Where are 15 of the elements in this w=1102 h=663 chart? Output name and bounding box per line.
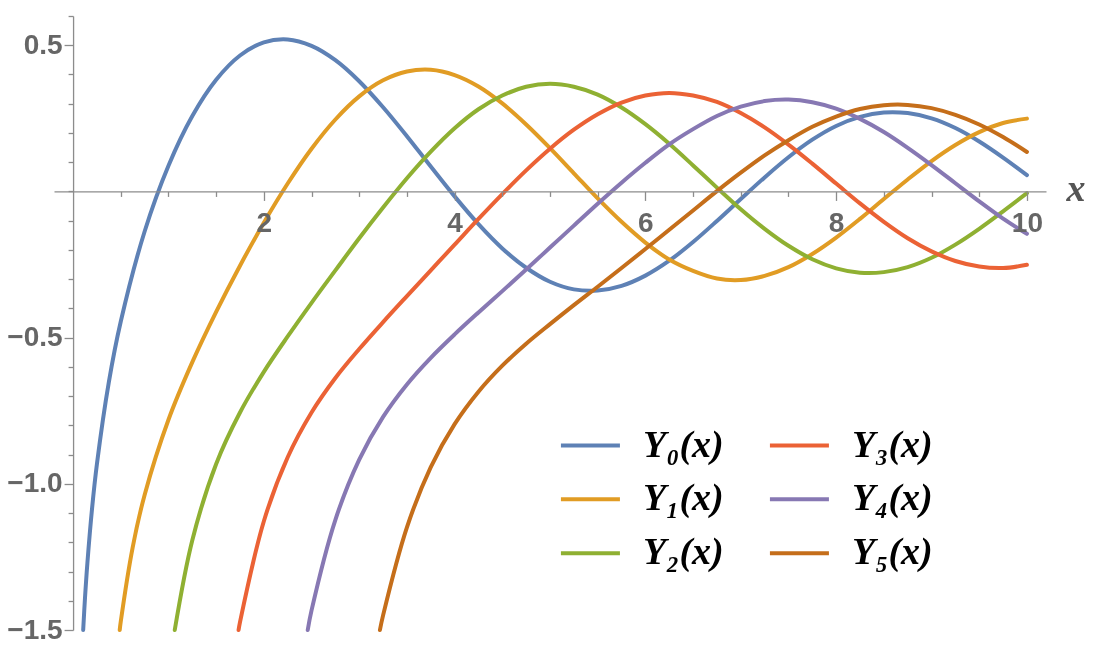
x-tick-label: 8 <box>828 206 845 238</box>
y-tick-label: 0.5 <box>23 28 63 60</box>
legend-label: Y₀(x) <box>642 422 724 466</box>
y-tick-label: −1.5 <box>7 613 63 645</box>
y-tick-label: −0.5 <box>7 321 63 353</box>
y-tick-label: −1.0 <box>7 467 63 499</box>
legend-label: Y₅(x) <box>851 530 933 574</box>
legend-label: Y₂(x) <box>642 530 724 574</box>
legend-label: Y₄(x) <box>851 476 933 520</box>
x-tick-label: 6 <box>638 206 654 238</box>
legend-label: Y₁(x) <box>642 476 724 520</box>
x-axis-title: x <box>1065 166 1086 209</box>
x-tick-label: 4 <box>447 206 464 238</box>
x-tick-label: 10 <box>1011 206 1043 238</box>
legend-label: Y₃(x) <box>851 422 933 466</box>
